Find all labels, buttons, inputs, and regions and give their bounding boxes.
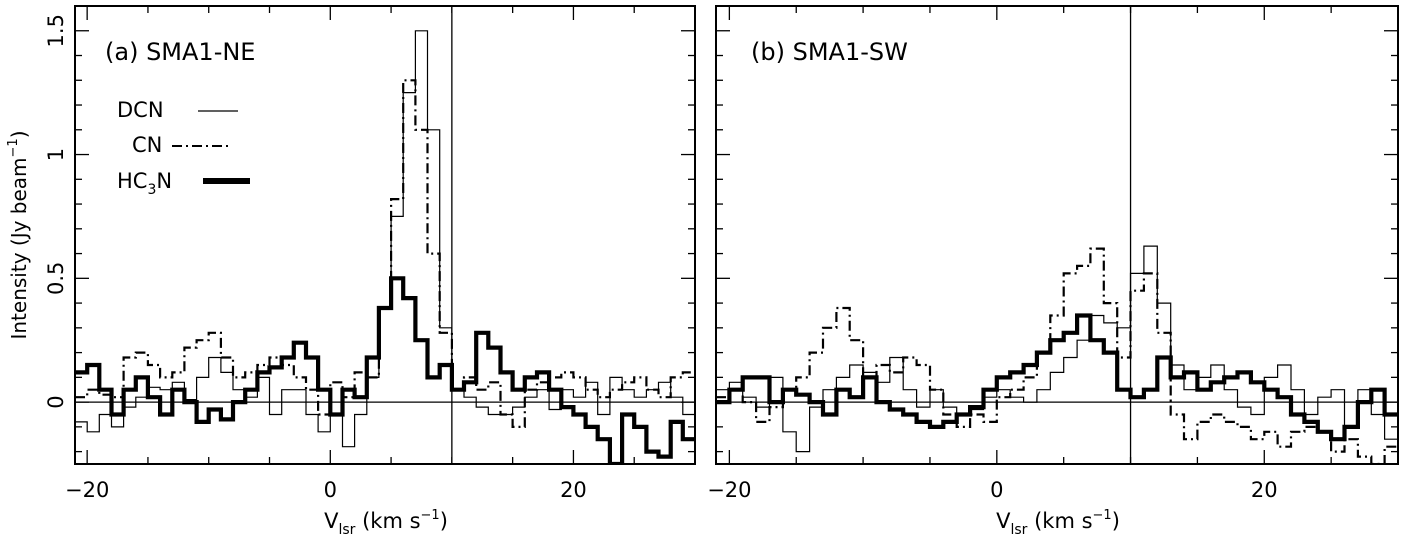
x-tick-label: −20 [707,478,751,502]
series-dcn-line [75,30,695,448]
legend-label-hc3n: HC3N [117,169,172,198]
x-tick-label: −20 [65,478,109,502]
panel-a-x-tick-labels: −20 0 20 [65,478,587,502]
panel-b-title: (b) SMA1-SW [751,38,908,66]
series-dcn-line [716,245,1398,453]
x-tick-label: 0 [324,478,337,502]
series-cn-line [716,247,1398,464]
legend-label-dcn: DCN [117,98,164,122]
legend-label-cn: CN [132,133,162,157]
x-tick-label: 20 [560,478,587,502]
series-cn-line [75,79,695,428]
x-tick-label: 20 [1251,478,1278,502]
panel-a-ticks [75,6,696,464]
panel-b-frame [715,5,1399,465]
y-tick-label: 1.5 [44,14,68,47]
y-tick-label: 0.5 [44,262,68,295]
x-axis-label-a: Vlsr (km s−1) [324,508,448,537]
panel-a: (a) SMA1-NE −20 0 20 0 0.5 1 1.5 [44,5,696,502]
panel-a-title: (a) SMA1-NE [105,38,255,66]
panel-b-series [716,245,1398,464]
legend: DCN CN HC3N [117,98,250,198]
panel-b: (b) SMA1-SW −20 0 20 [707,5,1399,502]
x-tick-label: 0 [990,478,1003,502]
panel-a-frame [74,5,696,465]
series-hc3n-line [716,313,1398,442]
panel-a-reference-lines [75,6,695,464]
panel-a-series [75,30,695,464]
panel-b-ticks [716,6,1399,464]
series-hc3n-line [75,276,695,464]
legend-hc3n-subscript: 3 [147,182,156,198]
panel-a-y-tick-labels: 0 0.5 1 1.5 [44,14,68,409]
panel-b-reference-lines [716,6,1398,464]
y-tick-label: 0 [44,395,68,408]
x-axis-label-b: Vlsr (km s−1) [996,508,1120,537]
y-tick-label: 1 [44,148,68,161]
y-axis-label: Intensity (Jy beam−1) [6,130,31,339]
panel-b-x-tick-labels: −20 0 20 [707,478,1277,502]
